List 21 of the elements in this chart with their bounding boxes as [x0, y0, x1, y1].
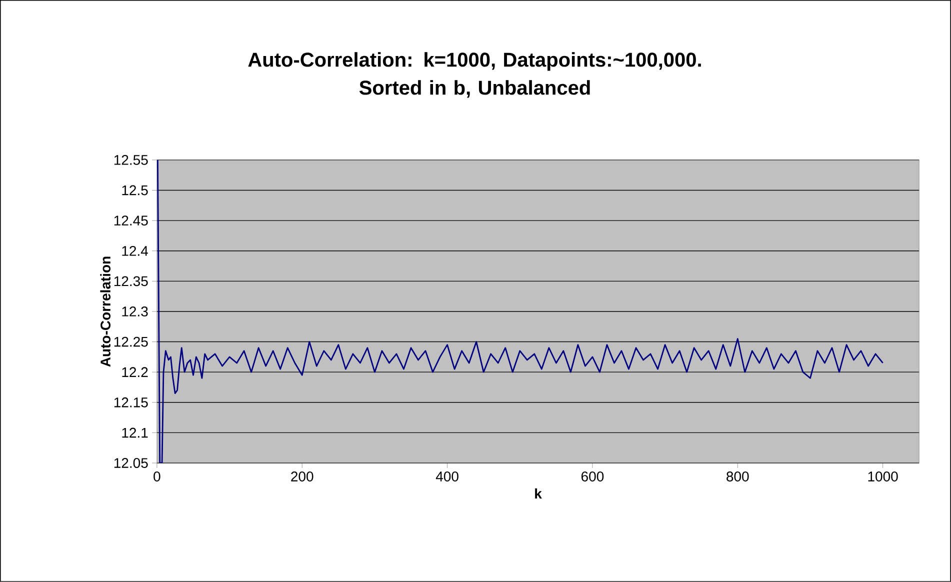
y-tick-label: 12.3	[122, 306, 148, 316]
y-tick-label: 12.5	[122, 185, 148, 196]
y-tick-label: 12.35	[114, 276, 148, 286]
y-tick-label: 12.05	[114, 458, 148, 468]
y-axis-title: Auto-Correlation	[100, 256, 110, 367]
x-tick-label: 1000	[868, 472, 898, 482]
x-tick-label: 200	[291, 472, 314, 482]
y-tick-label: 12.55	[114, 155, 148, 165]
y-tick-label: 12.25	[114, 336, 148, 347]
x-tick-label: 600	[581, 472, 604, 482]
x-tick-label: 400	[436, 472, 458, 482]
y-tick-label: 12.1	[122, 428, 148, 438]
x-tick-label: 0	[154, 472, 160, 482]
y-tick-label: 12.4	[122, 246, 148, 256]
y-tick-label: 12.45	[114, 216, 148, 226]
x-axis-title: k	[535, 488, 542, 498]
line-series	[156, 160, 884, 464]
y-tick-label: 12.15	[114, 397, 148, 408]
x-tick-label: 800	[726, 472, 749, 482]
y-tick-label: 12.2	[122, 367, 148, 378]
chart-title: Auto-Correlation: k=1000, Datapoints:~100,000. Sorted in b, Unbalanced	[248, 52, 701, 98]
